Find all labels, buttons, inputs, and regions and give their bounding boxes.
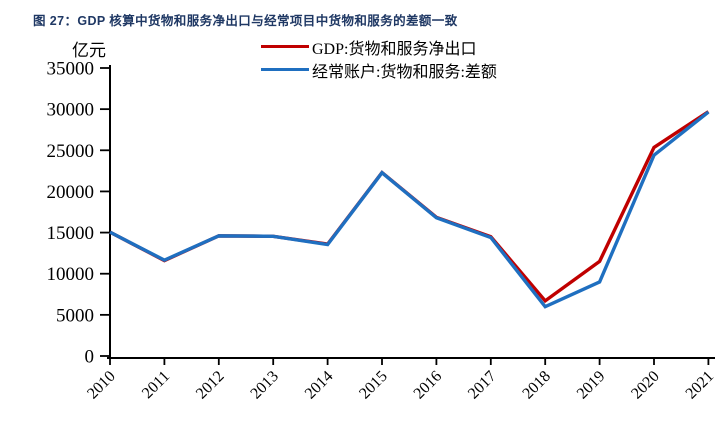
x-axis-tick-label: 2012 [193, 368, 228, 403]
y-axis-tick-label: 15000 [47, 223, 95, 244]
y-axis-tick-label: 30000 [47, 100, 95, 121]
x-axis-tick-label: 2017 [465, 368, 500, 403]
y-axis-tick-label: 5000 [56, 305, 94, 326]
y-axis-tick-label: 0 [85, 347, 95, 368]
x-axis-tick-label: 2013 [247, 368, 282, 403]
figure-title: 图 27：GDP 核算中货物和服务净出口与经常项目中货物和服务的差额一致 [33, 14, 458, 28]
gdp-series-line [109, 110, 710, 304]
legend-item-current-account: 经常账户:货物和服务:差额 [261, 58, 497, 81]
x-axis-tick-label: 2010 [84, 368, 119, 403]
legend-line-swatch-current-account-icon [261, 67, 309, 72]
y-axis-tick-label: 35000 [47, 59, 95, 80]
legend-label-gdp: GDP:货物和服务净出口 [312, 40, 477, 58]
x-axis-tick-label: 2020 [628, 368, 663, 403]
current-account-series-line [109, 110, 710, 309]
y-axis-unit-label: 亿元 [72, 41, 106, 60]
legend-line-swatch-gdp-icon [261, 44, 309, 49]
x-axis-tick-label: 2019 [574, 368, 609, 403]
chart-legend: GDP:货物和服务净出口 经常账户:货物和服务:差额 [261, 35, 497, 81]
y-axis-tick-label: 25000 [47, 141, 95, 162]
y-axis-tick-label: 20000 [47, 182, 95, 203]
legend-item-gdp: GDP:货物和服务净出口 [261, 35, 497, 58]
x-axis-tick-label: 2015 [356, 368, 391, 403]
x-axis-tick-label: 2016 [411, 368, 446, 403]
legend-label-current-account: 经常账户:货物和服务:差额 [312, 63, 497, 81]
x-axis-tick-label: 2021 [683, 368, 718, 403]
x-axis-tick-label: 2011 [139, 368, 173, 402]
x-axis-tick-label: 2018 [519, 368, 554, 403]
y-axis-tick-label: 10000 [47, 264, 95, 285]
x-axis-tick-label: 2014 [302, 368, 337, 403]
